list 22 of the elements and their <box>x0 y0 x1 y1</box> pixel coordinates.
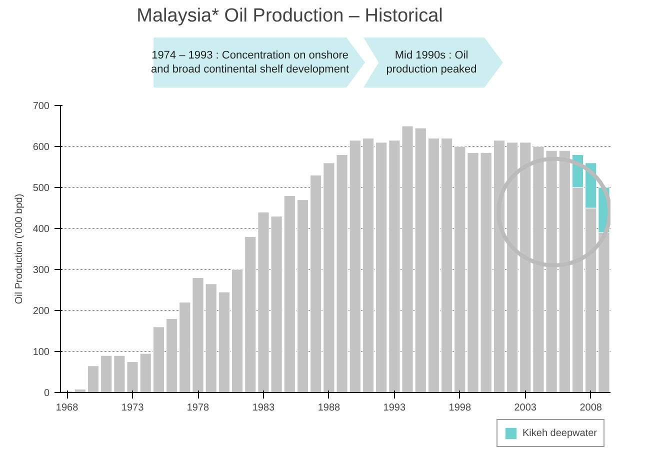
y-tick-label: 600 <box>32 142 50 153</box>
x-tick-label: 1988 <box>318 402 341 414</box>
chart-title: Malaysia* Oil Production – Historical <box>136 6 443 26</box>
x-tick-label: 1968 <box>56 402 79 414</box>
y-tick-label: 500 <box>32 183 50 194</box>
x-tick-label: 1993 <box>383 402 406 414</box>
x-tick-label: 1983 <box>252 402 276 414</box>
y-tick-label: 700 <box>32 101 50 112</box>
y-tick-label: 300 <box>32 265 50 276</box>
x-tick-label: 2003 <box>514 402 537 414</box>
y-tick-label: 200 <box>32 306 50 317</box>
legend-label: Kikeh deepwater <box>522 428 597 438</box>
y-axis-title: Oil Production ('000 bpd) <box>14 194 25 304</box>
y-tick-label: 400 <box>32 224 50 235</box>
text: Mid 1990s : Oil production peaked <box>386 50 477 76</box>
y-tick-label: 100 <box>32 347 50 358</box>
y-tick-label: 0 <box>44 388 50 399</box>
x-tick-label: 2008 <box>580 402 602 414</box>
x-tick-label: 1973 <box>121 402 144 414</box>
x-tick-label: 1978 <box>186 402 210 414</box>
x-tick-label: 1998 <box>448 402 472 414</box>
text: 1974 – 1993 : Concentration on onshore and broad continental shelf development <box>150 50 350 76</box>
